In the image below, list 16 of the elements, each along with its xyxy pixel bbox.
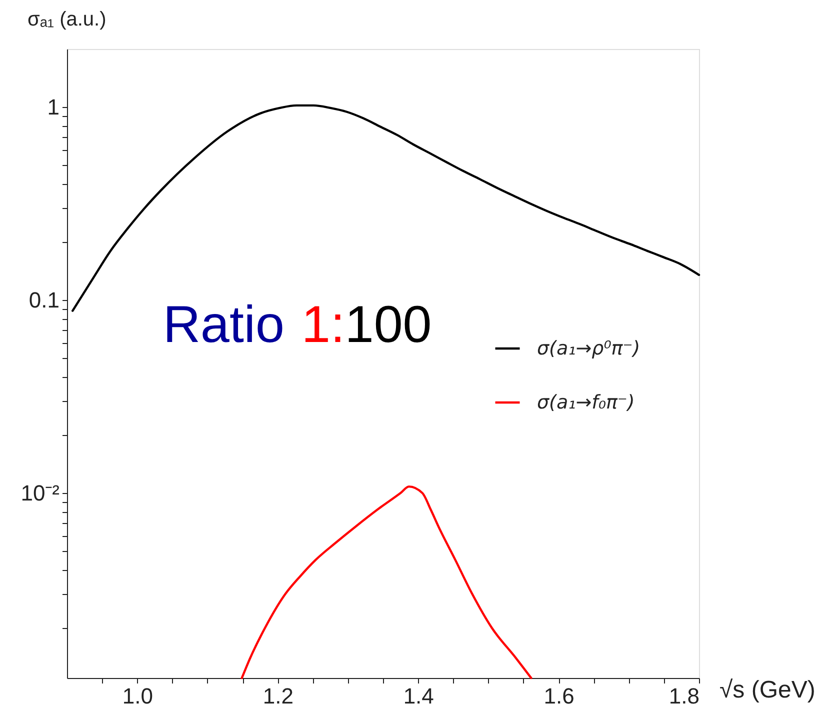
annotation: 1: xyxy=(302,296,345,354)
x-tick-label: 1.2 xyxy=(262,684,294,708)
legend-label: σ(a₁→ρ⁰π⁻) xyxy=(537,338,640,360)
x-axis-title: √s (GeV) xyxy=(720,676,816,704)
legend-label: σ(a₁→f₀π⁻) xyxy=(537,392,635,414)
line-series xyxy=(240,485,532,680)
x-tick-label: 1.8 xyxy=(668,684,700,708)
y-tick-label: 0.1 xyxy=(28,288,60,313)
annotation: Ratio xyxy=(163,296,284,354)
x-tick-label: 1.6 xyxy=(544,684,574,708)
y-axis-title: σₐ₁ (a.u.) xyxy=(28,8,106,30)
x-tick-label: 1.4 xyxy=(403,684,434,708)
y-tick-label: 1 xyxy=(47,94,60,120)
y-tick-label: 10⁻² xyxy=(20,480,60,506)
x-tick-label: 1.0 xyxy=(122,684,154,708)
annotation: 100 xyxy=(344,296,432,354)
